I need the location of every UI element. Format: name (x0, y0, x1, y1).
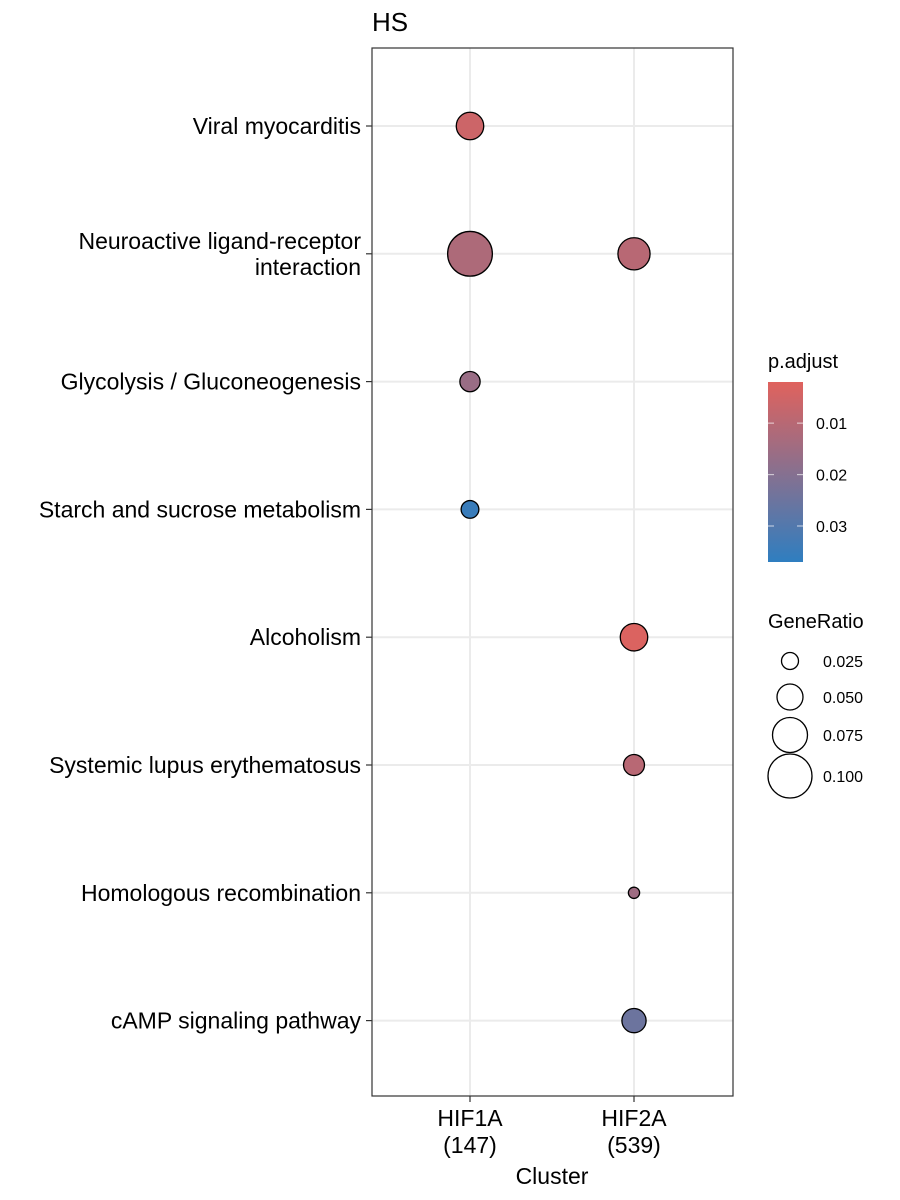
size-legend-key (776, 683, 804, 711)
plot-panel (371, 47, 734, 1097)
data-point (627, 886, 641, 900)
color-legend: p.adjust 0.01 0.02 0.03 (768, 351, 847, 562)
color-legend-label: 0.01 (816, 416, 847, 433)
y-tick-label: Glycolysis / Gluconeogenesis (61, 369, 361, 395)
data-point (459, 370, 481, 393)
x-axis-title: Cluster (516, 1163, 589, 1189)
x-axis: HIF1A (147) HIF2A (539) (437, 1096, 667, 1158)
panel-background (372, 48, 733, 1096)
chart-title: HS (372, 7, 408, 37)
y-tick-label: Homologous recombination (81, 880, 361, 906)
x-tick-label: HIF2A (539) (601, 1105, 667, 1158)
size-legend: GeneRatio 0.025 0.050 0.075 0.100 (767, 611, 864, 799)
size-legend-title: GeneRatio (768, 611, 864, 633)
x-tick-label: HIF1A (147) (437, 1105, 503, 1158)
data-point (619, 622, 649, 652)
size-legend-label: 0.025 (823, 654, 863, 671)
data-point (446, 230, 494, 277)
data-point (622, 753, 646, 777)
color-bar (768, 382, 803, 562)
data-point (460, 499, 480, 519)
y-tick-label: Viral myocarditis (193, 113, 361, 139)
size-legend-label: 0.050 (823, 690, 863, 707)
y-axis: Viral myocarditis Neuroactive ligand-rece… (39, 113, 372, 1034)
color-legend-label: 0.03 (816, 519, 847, 536)
y-tick-label: Neuroactive ligand-receptor interaction (78, 228, 361, 280)
data-point (455, 111, 485, 141)
panel-border (371, 47, 734, 1097)
color-legend-label: 0.02 (816, 468, 847, 485)
color-legend-title: p.adjust (768, 351, 838, 373)
data-point (617, 237, 651, 271)
size-legend-label: 0.100 (823, 769, 863, 786)
size-legend-key (767, 753, 813, 799)
y-tick-label: Systemic lupus erythematosus (49, 752, 361, 778)
points-layer (446, 111, 651, 1034)
y-tick-label: Alcoholism (250, 624, 361, 650)
y-tick-label: cAMP signaling pathway (111, 1008, 362, 1034)
size-legend-label: 0.075 (823, 728, 863, 745)
data-point (621, 1007, 647, 1034)
size-legend-key (771, 716, 809, 754)
size-legend-key (780, 651, 800, 671)
y-tick-label: Starch and sucrose metabolism (39, 496, 361, 522)
